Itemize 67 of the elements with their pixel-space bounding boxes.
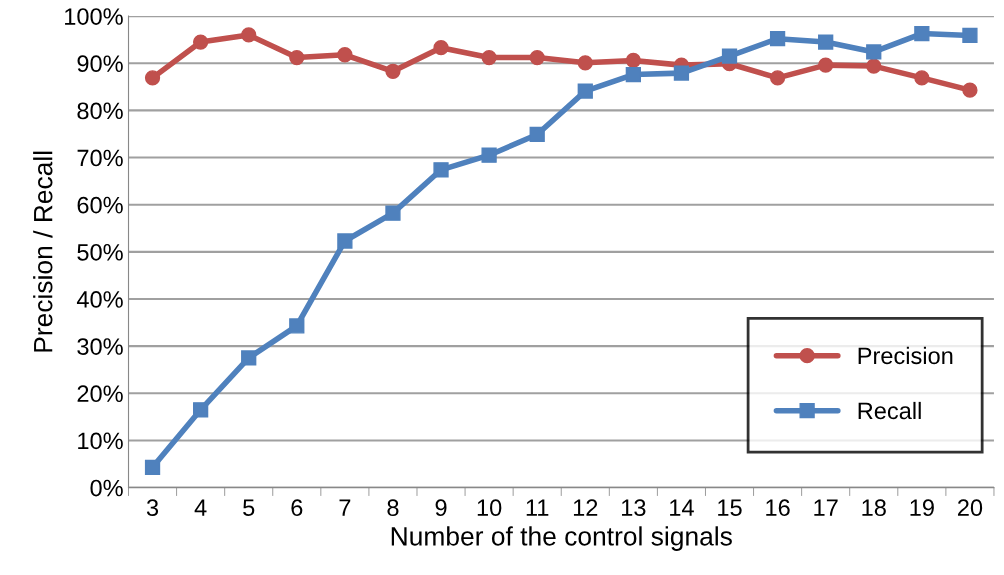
- x-tick-label: 7: [339, 499, 351, 516]
- x-tick-label: 20: [957, 499, 983, 517]
- y-tick-label: 60%: [77, 196, 123, 214]
- x-tick-label: 5: [243, 499, 255, 517]
- point: [673, 65, 690, 81]
- point: [385, 63, 401, 79]
- y-axis-title: Precision / Recall: [33, 151, 53, 352]
- x-tick-label: 9: [435, 499, 447, 517]
- point: [241, 350, 257, 366]
- point: [192, 402, 209, 418]
- x-tick-label: 14: [670, 499, 694, 516]
- x-tick-label: 3: [146, 499, 159, 517]
- point: [241, 27, 257, 43]
- point: [962, 82, 978, 98]
- point: [192, 34, 209, 50]
- point: [289, 49, 305, 66]
- x-tick-label: 11: [526, 499, 549, 516]
- point: [433, 162, 449, 178]
- point: [481, 147, 497, 163]
- point: [962, 27, 978, 44]
- point: [818, 57, 834, 73]
- x-tick-label: 10: [477, 499, 502, 517]
- point: [144, 70, 161, 86]
- point: [866, 58, 882, 74]
- point: [577, 83, 593, 99]
- legend-label: Recall: [858, 401, 921, 420]
- x-tick-label: 17: [814, 499, 838, 516]
- point: [481, 49, 497, 66]
- point: [529, 49, 545, 66]
- point: [769, 31, 786, 47]
- x-tick-label: 4: [194, 499, 207, 516]
- point: [577, 55, 593, 71]
- legend-label: Precision: [858, 346, 953, 365]
- y-tick-label: 40%: [76, 291, 123, 308]
- x-tick-label: 18: [862, 499, 886, 517]
- point: [625, 52, 641, 69]
- x-tick-label: 8: [387, 499, 399, 517]
- x-tick-label: 12: [573, 499, 598, 516]
- y-tick-label: 70%: [77, 149, 123, 167]
- point: [914, 25, 930, 42]
- y-tick-label: 0%: [90, 479, 123, 497]
- y-tick-label: 20%: [77, 385, 123, 403]
- y-tick-label: 50%: [77, 243, 123, 261]
- y-tick-label: 100%: [65, 8, 123, 25]
- y-tick-label: 10%: [78, 432, 123, 450]
- y-tick-label: 80%: [77, 102, 123, 120]
- y-tick-label: 90%: [77, 55, 123, 73]
- point: [769, 70, 786, 86]
- point: [289, 318, 305, 334]
- x-tick-label: 15: [718, 499, 742, 517]
- y-tick-label: 30%: [77, 338, 123, 355]
- point: [721, 48, 738, 64]
- x-tick-label: 16: [766, 499, 790, 517]
- point: [866, 44, 882, 60]
- point: [433, 40, 449, 56]
- x-tick-label: 19: [910, 499, 934, 517]
- x-tick-label: 13: [622, 499, 646, 517]
- point: [529, 126, 545, 143]
- point: [625, 66, 641, 83]
- point: [385, 205, 401, 221]
- x-axis-title: Number of the control signals: [391, 526, 732, 551]
- point: [914, 70, 930, 86]
- point: [337, 47, 353, 63]
- point: [337, 233, 353, 249]
- point: [818, 34, 834, 50]
- point: [144, 459, 161, 475]
- x-tick-label: 6: [291, 499, 303, 517]
